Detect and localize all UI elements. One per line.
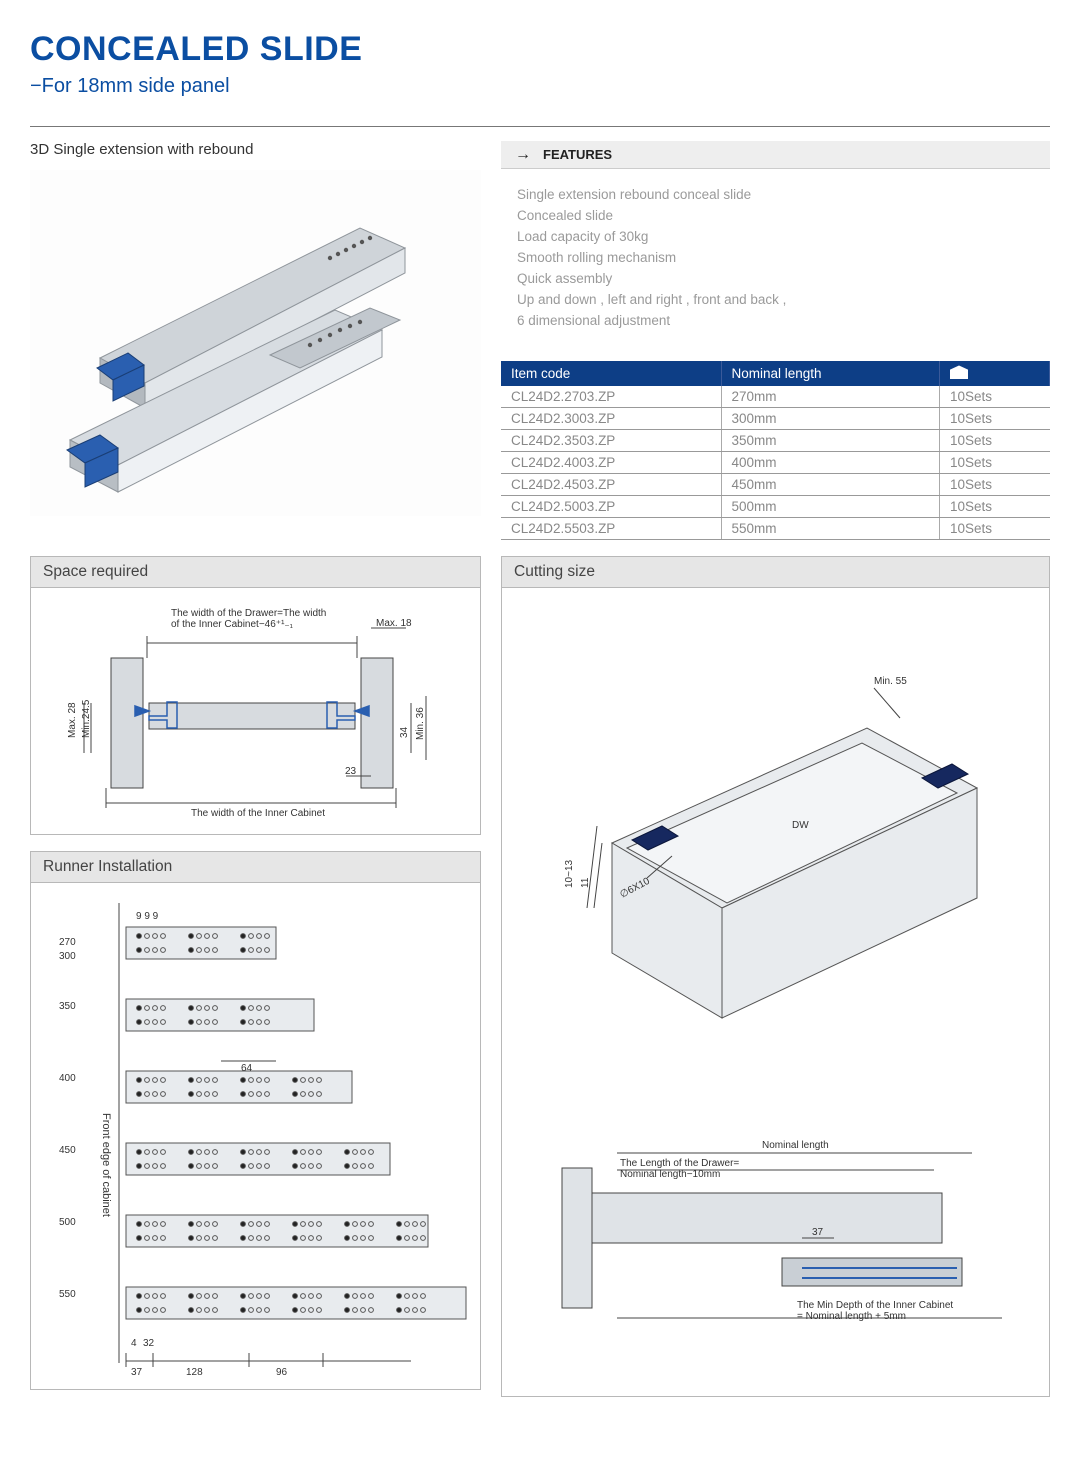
svg-text:37: 37 xyxy=(812,1227,824,1238)
features-header: → FEATURES xyxy=(501,141,1050,169)
svg-text:450: 450 xyxy=(59,1145,76,1156)
runner-diagram: Front edge of cabinet 9 9 9 270 300 350 400… xyxy=(30,882,481,1390)
product-image xyxy=(30,170,481,516)
svg-text:400: 400 xyxy=(59,1073,76,1084)
svg-text:Min. 55: Min. 55 xyxy=(874,676,907,687)
panel-head-space: Space required xyxy=(30,556,481,587)
svg-text:Front edge of cabinet: Front edge of cabinet xyxy=(100,1113,112,1217)
page-title: CONCEALED SLIDE xyxy=(30,30,1050,69)
svg-text:350: 350 xyxy=(59,1001,76,1012)
svg-text:DW: DW xyxy=(792,820,809,831)
svg-text:37: 37 xyxy=(131,1367,143,1378)
item-table: Item codeNominal length CL24D2.2703.ZP27… xyxy=(501,361,1050,540)
features-list: Single extension rebound conceal slideCo… xyxy=(501,169,1050,361)
panel-head-cutting: Cutting size xyxy=(501,556,1050,587)
svg-text:The width of the Inner Cabinet: The width of the Inner Cabinet xyxy=(191,808,325,819)
svg-text:Min.24.5: Min.24.5 xyxy=(81,700,92,739)
svg-text:500: 500 xyxy=(59,1217,76,1228)
svg-text:The Length of the Drawer=Nomin: The Length of the Drawer=Nominal length−… xyxy=(620,1158,739,1180)
features-heading: FEATURES xyxy=(543,147,612,162)
svg-text:64: 64 xyxy=(241,1063,253,1074)
space-diagram: The width of the Drawer=The widthof the … xyxy=(30,587,481,835)
svg-text:11: 11 xyxy=(580,878,591,889)
svg-text:34: 34 xyxy=(399,727,410,739)
svg-text:96: 96 xyxy=(276,1367,288,1378)
svg-text:270: 270 xyxy=(59,937,76,948)
svg-text:23: 23 xyxy=(345,766,357,777)
arrow-icon: → xyxy=(515,146,531,164)
svg-text:Min. 36: Min. 36 xyxy=(415,707,426,740)
svg-text:Nominal length: Nominal length xyxy=(762,1140,829,1151)
svg-text:128: 128 xyxy=(186,1367,203,1378)
page-subtitle: −For 18mm side panel xyxy=(30,75,1050,98)
product-label: 3D Single extension with rebound xyxy=(30,141,481,158)
svg-text:Max. 28: Max. 28 xyxy=(67,702,78,738)
svg-text:The width of the Drawer=The wi: The width of the Drawer=The widthof the … xyxy=(171,608,326,630)
svg-text:300: 300 xyxy=(59,951,76,962)
cutting-diagram: Min. 55 DW 10~13 11 ∅6X10 xyxy=(501,587,1050,1397)
svg-text:The Min Depth of the Inner Cab: The Min Depth of the Inner Cabinet= Nomi… xyxy=(797,1300,953,1322)
svg-text:9 9 9: 9 9 9 xyxy=(136,911,159,922)
svg-text:32: 32 xyxy=(143,1338,155,1349)
svg-text:Max. 18: Max. 18 xyxy=(376,618,412,629)
panel-head-runner: Runner Installation xyxy=(30,851,481,882)
divider xyxy=(30,126,1050,127)
svg-text:4: 4 xyxy=(131,1338,137,1349)
svg-text:550: 550 xyxy=(59,1289,76,1300)
svg-text:10~13: 10~13 xyxy=(564,860,575,889)
